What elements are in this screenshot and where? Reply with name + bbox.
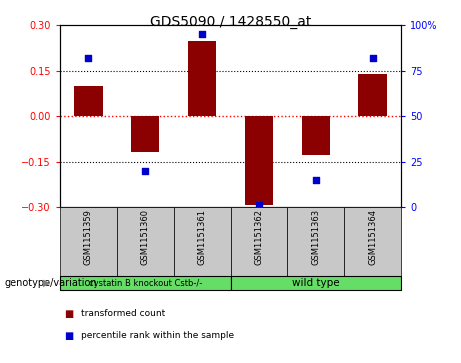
- Text: GSM1151361: GSM1151361: [198, 209, 207, 265]
- Text: wild type: wild type: [292, 278, 340, 288]
- Text: GDS5090 / 1428550_at: GDS5090 / 1428550_at: [150, 15, 311, 29]
- Point: [369, 55, 376, 61]
- Bar: [358, 74, 387, 116]
- Text: GSM1151364: GSM1151364: [368, 209, 377, 265]
- Point: [142, 168, 149, 174]
- Text: ■: ■: [65, 309, 74, 319]
- Point: [255, 202, 263, 208]
- Text: GSM1151362: GSM1151362: [254, 209, 263, 265]
- Text: genotype/variation: genotype/variation: [5, 278, 97, 288]
- Text: GSM1151363: GSM1151363: [311, 209, 320, 265]
- Bar: [131, 116, 160, 152]
- Point: [312, 177, 319, 183]
- Text: GSM1151359: GSM1151359: [84, 209, 93, 265]
- Bar: [301, 116, 330, 155]
- Point: [85, 55, 92, 61]
- Bar: [245, 116, 273, 205]
- Point: [198, 32, 206, 37]
- Text: transformed count: transformed count: [81, 310, 165, 318]
- Bar: [74, 86, 102, 116]
- Text: percentile rank within the sample: percentile rank within the sample: [81, 331, 234, 340]
- Text: cystatin B knockout Cstb-/-: cystatin B knockout Cstb-/-: [89, 279, 202, 287]
- Text: ▶: ▶: [43, 278, 51, 288]
- Text: GSM1151360: GSM1151360: [141, 209, 150, 265]
- Text: ■: ■: [65, 331, 74, 341]
- Bar: [188, 41, 216, 116]
